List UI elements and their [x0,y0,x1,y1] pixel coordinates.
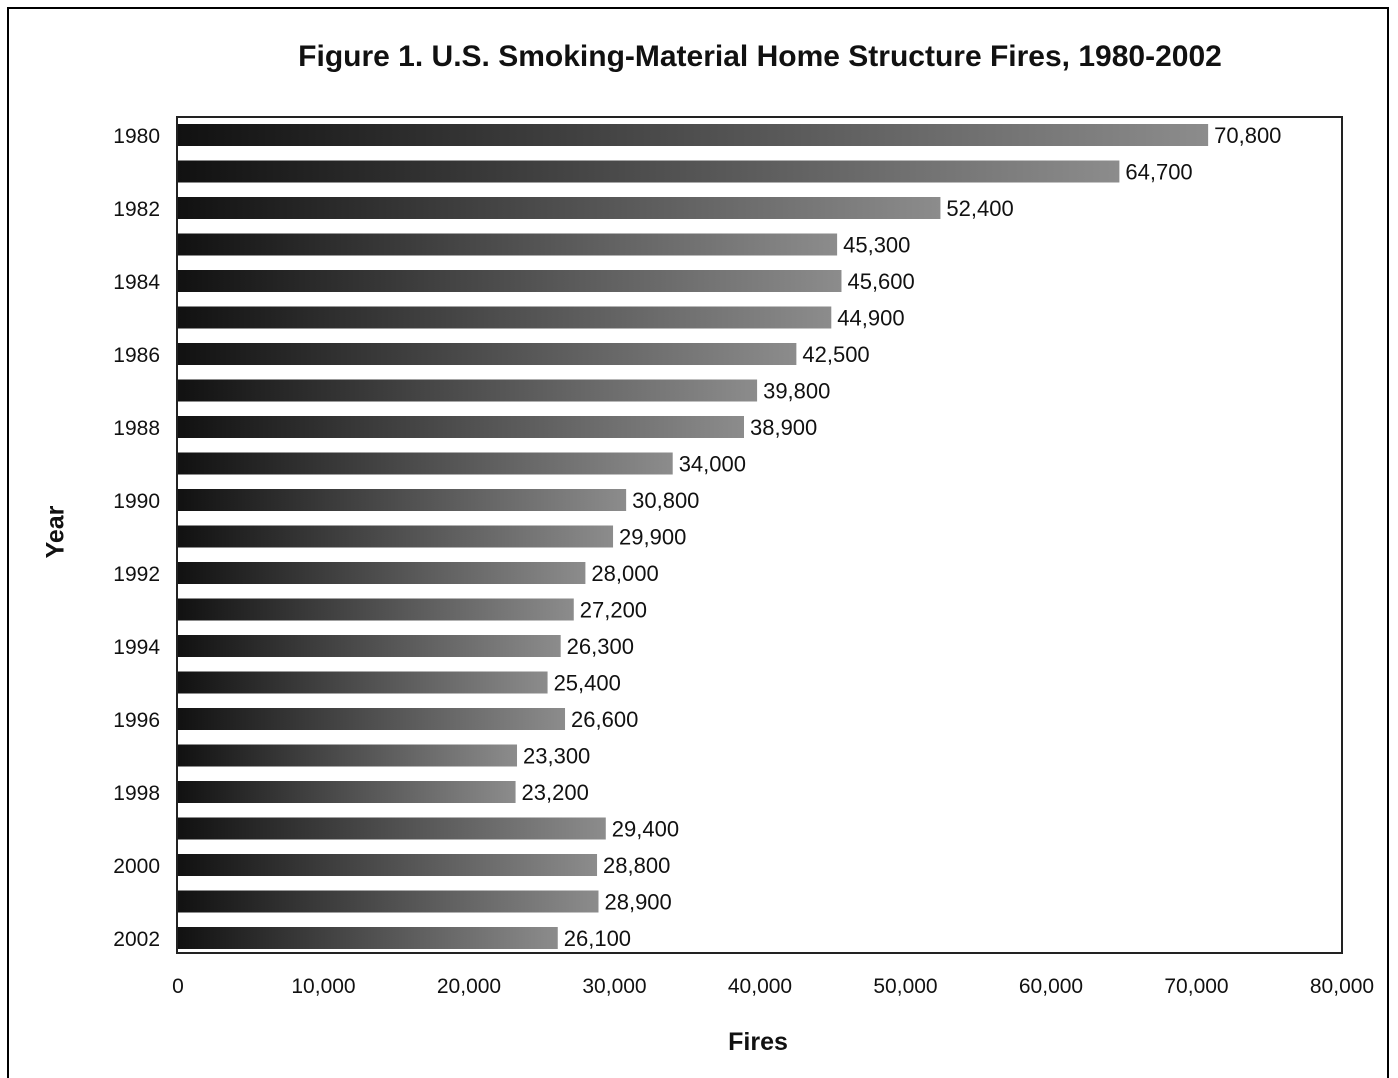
bar-1993 [178,598,574,621]
bar-1995 [178,671,548,694]
y-tick-label-1984: 1984 [113,271,160,294]
data-label-1998: 23,200 [522,780,589,805]
x-tick-label-20000: 20,000 [437,975,501,998]
bar-1982 [178,197,941,219]
y-tick-label-1986: 1986 [113,344,160,367]
y-tick-label-1998: 1998 [113,782,160,805]
bar-1989 [178,452,673,475]
x-tick-label-70000: 70,000 [1164,975,1228,998]
data-label-1991: 29,900 [619,525,686,550]
bar-1984 [178,270,842,292]
data-label-1994: 26,300 [567,634,634,659]
bar-1981 [178,160,1120,183]
data-label-1981: 64,700 [1125,160,1192,185]
data-label-1984: 45,600 [847,269,914,294]
chart-title: Figure 1. U.S. Smoking-Material Home Str… [298,40,1222,73]
x-tick-label-50000: 50,000 [873,975,937,998]
y-tick-label-1982: 1982 [113,198,160,221]
bar-1985 [178,306,832,329]
bar-2002 [178,927,558,949]
x-tick-label-10000: 10,000 [291,975,355,998]
data-label-1996: 26,600 [571,707,638,732]
bar-1999 [178,817,606,840]
bar-1991 [178,525,614,548]
y-tick-label-1980: 1980 [113,125,160,148]
x-axis-label: Fires [728,1028,788,1056]
data-label-1983: 45,300 [843,233,910,258]
bar-1998 [178,781,516,803]
bar-1980 [178,124,1209,146]
bar-1997 [178,744,518,767]
data-label-1985: 44,900 [837,306,904,331]
plot-area [176,116,1343,954]
y-tick-label-2000: 2000 [113,855,160,878]
data-label-1986: 42,500 [802,342,869,367]
data-label-1980: 70,800 [1214,123,1281,148]
y-tick-label-1990: 1990 [113,490,160,513]
bar-1986 [178,343,797,365]
bar-1992 [178,562,586,584]
data-label-1992: 28,000 [591,561,658,586]
bar-1990 [178,489,627,511]
data-label-1987: 39,800 [763,379,830,404]
data-label-1988: 38,900 [750,415,817,440]
data-label-2000: 28,800 [603,853,670,878]
bar-1996 [178,708,566,730]
y-tick-label-1996: 1996 [113,709,160,732]
x-tick-label-60000: 60,000 [1019,975,1083,998]
bar-1983 [178,233,838,256]
data-label-1989: 34,000 [679,452,746,477]
data-label-1990: 30,800 [632,488,699,513]
y-tick-label-1992: 1992 [113,563,160,586]
data-label-2002: 26,100 [564,926,631,951]
y-tick-label-1994: 1994 [113,636,160,659]
figure-frame [7,7,1389,1078]
bar-1987 [178,379,758,402]
data-label-1997: 23,300 [523,744,590,769]
bar-2000 [178,854,598,876]
data-label-1982: 52,400 [946,196,1013,221]
data-label-1995: 25,400 [554,671,621,696]
y-tick-label-2002: 2002 [113,928,160,951]
x-tick-label-80000: 80,000 [1310,975,1374,998]
data-label-2001: 28,900 [604,890,671,915]
bar-1994 [178,635,561,657]
x-tick-label-0: 0 [172,975,184,998]
x-tick-label-40000: 40,000 [728,975,792,998]
x-tick-label-30000: 30,000 [582,975,646,998]
bar-1988 [178,416,744,438]
bar-2001 [178,890,599,913]
data-label-1999: 29,400 [612,817,679,842]
data-label-1993: 27,200 [580,598,647,623]
y-tick-label-1988: 1988 [113,417,160,440]
